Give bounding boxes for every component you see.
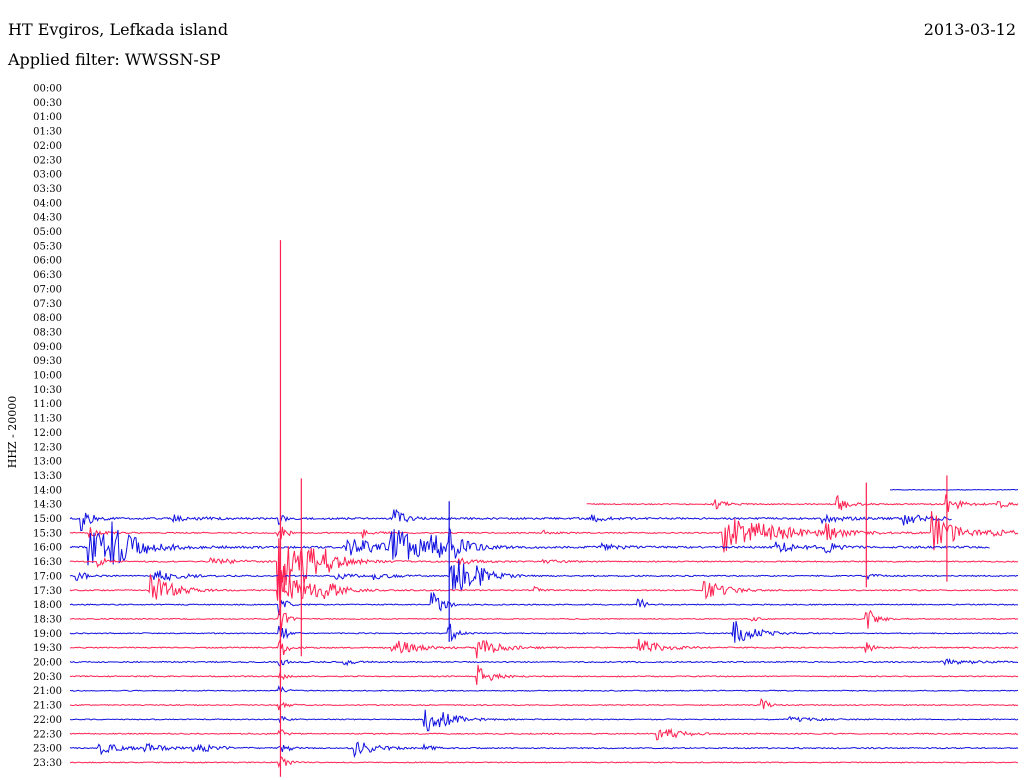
row-label-2230: 22:30 xyxy=(33,729,62,740)
row-label-0800: 08:00 xyxy=(33,313,62,324)
row-label-0730: 07:30 xyxy=(33,299,62,310)
row-label-0700: 07:00 xyxy=(33,284,62,295)
row-label-0000: 00:00 xyxy=(33,84,62,95)
trace-2000 xyxy=(69,658,1019,668)
row-label-2300: 23:00 xyxy=(33,744,62,755)
trace-1930 xyxy=(69,638,1019,659)
trace-1430 xyxy=(586,494,1019,512)
row-label-1730: 17:30 xyxy=(33,586,62,597)
row-label-0630: 06:30 xyxy=(33,270,62,281)
row-label-0930: 09:30 xyxy=(33,356,62,367)
row-label-1130: 11:30 xyxy=(33,414,62,425)
row-label-1630: 16:30 xyxy=(33,557,62,568)
row-label-2330: 23:30 xyxy=(33,758,62,769)
row-label-0200: 02:00 xyxy=(33,141,62,152)
row-label-0530: 05:30 xyxy=(33,241,62,252)
date-label: 2013-03-12 xyxy=(923,20,1016,39)
row-label-1330: 13:30 xyxy=(33,471,62,482)
trace-1530 xyxy=(69,511,1019,553)
row-label-0330: 03:30 xyxy=(33,184,62,195)
trace-1830 xyxy=(69,608,1019,631)
row-labels: 00:00 00:30 01:00 01:30 02:00 02:30 03:00 03:30… xyxy=(33,84,62,769)
station-title: HT Evgiros, Lefkada island xyxy=(8,20,229,39)
trace-1900 xyxy=(69,620,1019,643)
trace-2130 xyxy=(69,697,1019,711)
trace-1700 xyxy=(69,560,1019,592)
row-label-1500: 15:00 xyxy=(33,514,62,525)
row-label-0600: 06:00 xyxy=(33,256,62,267)
row-label-0500: 05:00 xyxy=(33,227,62,238)
trace-2300 xyxy=(69,741,1019,759)
row-label-1030: 10:30 xyxy=(33,385,62,396)
row-label-1700: 17:00 xyxy=(33,571,62,582)
row-label-0030: 00:30 xyxy=(33,98,62,109)
row-label-2000: 20:00 xyxy=(33,658,62,669)
row-label-2130: 21:30 xyxy=(33,701,62,712)
row-label-1000: 10:00 xyxy=(33,371,62,382)
row-label-1400: 14:00 xyxy=(33,485,62,496)
filter-label: Applied filter: WWSSN-SP xyxy=(8,50,221,69)
row-label-1600: 16:00 xyxy=(33,543,62,554)
row-label-1530: 15:30 xyxy=(33,528,62,539)
trace-2200 xyxy=(69,709,1019,732)
trace-1400 xyxy=(890,488,1019,491)
row-label-0100: 01:00 xyxy=(33,112,62,123)
traces xyxy=(69,488,1019,769)
row-label-0300: 03:00 xyxy=(33,170,62,181)
row-label-0430: 04:30 xyxy=(33,213,62,224)
row-label-0830: 08:30 xyxy=(33,327,62,338)
trace-2230 xyxy=(69,727,1019,741)
row-label-2030: 20:30 xyxy=(33,672,62,683)
row-label-1230: 12:30 xyxy=(33,442,62,453)
row-label-1800: 18:00 xyxy=(33,600,62,611)
trace-2030 xyxy=(69,664,1019,685)
row-label-2100: 21:00 xyxy=(33,686,62,697)
row-label-1100: 11:00 xyxy=(33,399,62,410)
trace-2330 xyxy=(69,756,1019,769)
row-label-0400: 04:00 xyxy=(33,198,62,209)
spikes xyxy=(279,240,948,777)
trace-2100 xyxy=(69,684,1019,693)
trace-1800 xyxy=(69,591,1019,616)
trace-1600 xyxy=(69,521,990,566)
row-label-0900: 09:00 xyxy=(33,342,62,353)
trace-1500 xyxy=(69,508,952,532)
row-label-0230: 02:30 xyxy=(33,155,62,166)
row-label-1930: 19:30 xyxy=(33,643,62,654)
trace-1630 xyxy=(69,538,1019,599)
row-label-1830: 18:30 xyxy=(33,614,62,625)
row-label-1900: 19:00 xyxy=(33,629,62,640)
trace-1730 xyxy=(69,561,1019,615)
row-label-1430: 14:30 xyxy=(33,500,62,511)
row-label-1300: 13:00 xyxy=(33,457,62,468)
row-label-2200: 22:00 xyxy=(33,715,62,726)
row-label-1200: 12:00 xyxy=(33,428,62,439)
row-label-0130: 01:30 xyxy=(33,127,62,138)
